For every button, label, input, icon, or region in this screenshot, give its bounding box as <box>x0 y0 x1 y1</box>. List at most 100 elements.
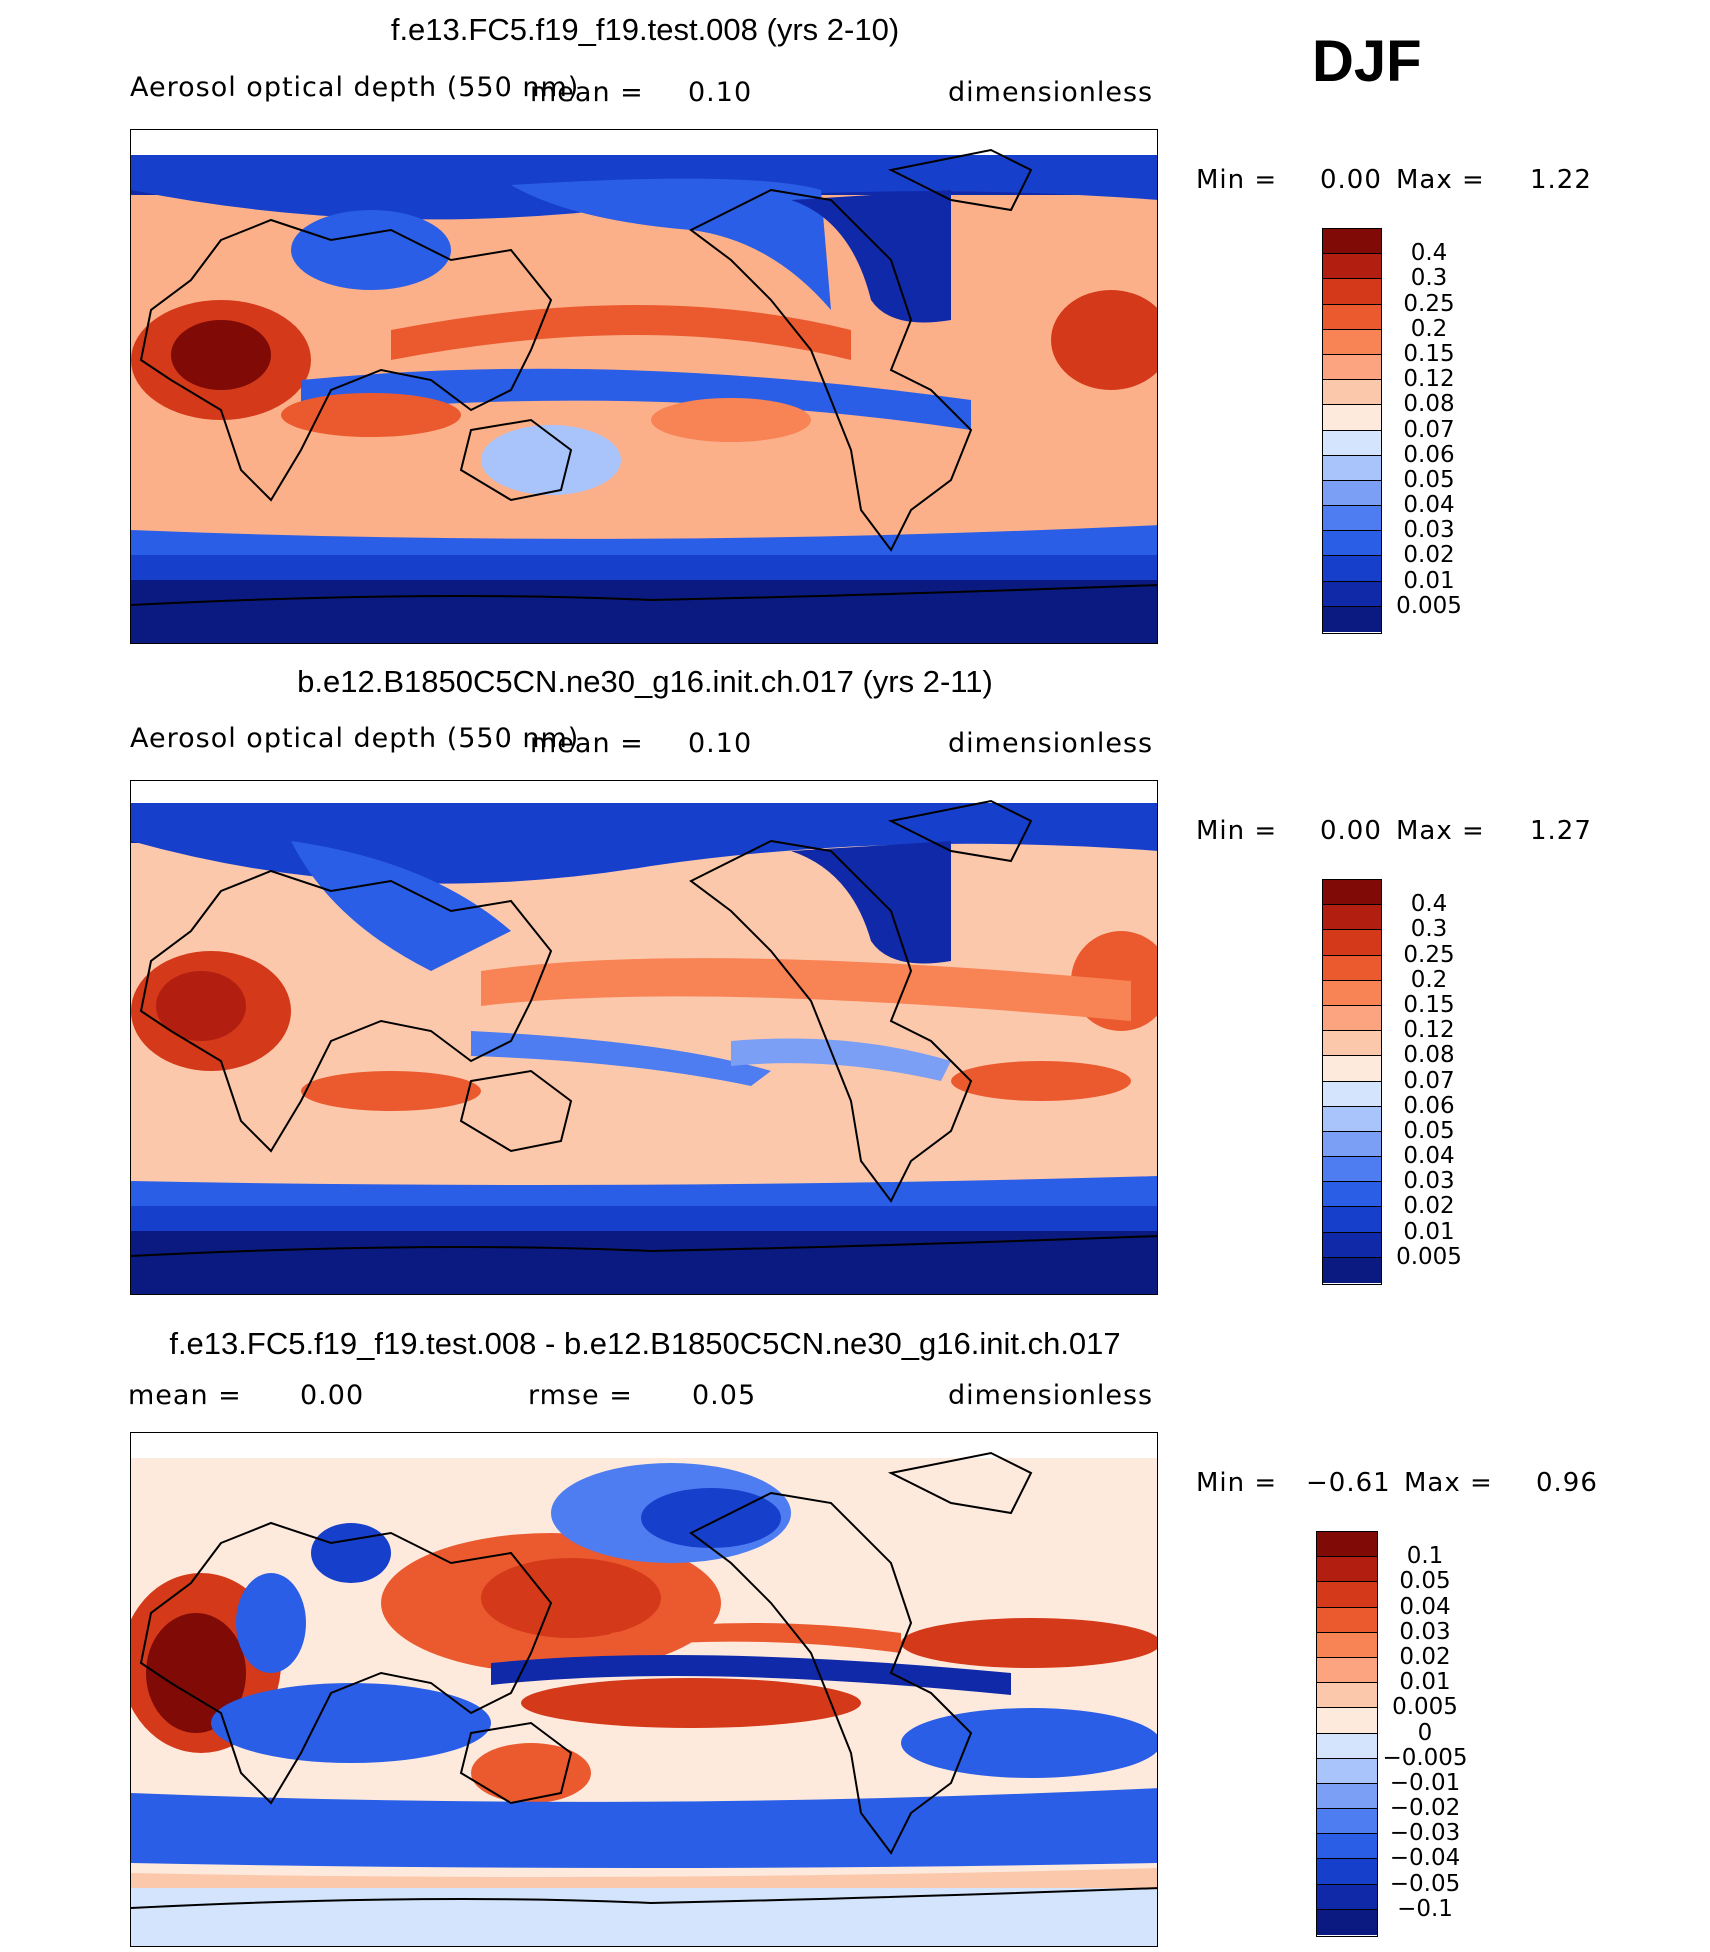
panel2-mean-value: 0.10 <box>688 728 753 759</box>
panel3-mean-label: mean = <box>128 1380 242 1411</box>
colorbar-level-label: 0.3 <box>1410 916 1448 943</box>
colorbar-level-label: 0.2 <box>1410 966 1448 993</box>
colorbar-swatch <box>1317 1582 1377 1608</box>
colorbar-swatch <box>1323 1031 1381 1057</box>
colorbar-level-label: 0.03 <box>1403 1168 1455 1195</box>
colorbar-level-label: 0.03 <box>1403 517 1455 544</box>
colorbar-level-label: 0.05 <box>1399 1568 1451 1595</box>
panel2-map-svg <box>131 781 1157 1294</box>
colorbar-swatch <box>1323 1005 1381 1032</box>
colorbar-swatch <box>1323 880 1381 906</box>
colorbar-swatch <box>1323 506 1381 532</box>
panel3-colorbar <box>1316 1531 1378 1937</box>
season-label: DJF <box>1312 29 1422 94</box>
panel1-map <box>130 129 1158 644</box>
colorbar-swatch <box>1317 1557 1377 1583</box>
colorbar-swatch <box>1323 955 1381 981</box>
colorbar-swatch <box>1323 1081 1381 1107</box>
colorbar-level-label: −0.1 <box>1397 1895 1453 1922</box>
colorbar-swatch <box>1323 1157 1381 1183</box>
colorbar-swatch <box>1317 1859 1377 1885</box>
colorbar-swatch <box>1317 1783 1377 1810</box>
panel2-units: dimensionless <box>948 728 1154 759</box>
panel2-variable: Aerosol optical depth (550 nm) <box>130 723 580 754</box>
colorbar-level-label: −0.05 <box>1389 1870 1461 1897</box>
colorbar-level-label: 0.15 <box>1403 340 1455 367</box>
panel1-min-value: 0.00 <box>1320 165 1382 195</box>
colorbar-swatch <box>1323 229 1381 255</box>
colorbar-swatch <box>1317 1733 1377 1759</box>
colorbar-swatch <box>1323 581 1381 607</box>
colorbar-swatch <box>1323 354 1381 381</box>
colorbar-swatch <box>1323 980 1381 1006</box>
colorbar-level-label: 0 <box>1417 1719 1433 1746</box>
colorbar-level-label: −0.005 <box>1382 1744 1468 1771</box>
panel2-title: b.e12.B1850C5CN.ne30_g16.init.ch.017 (yr… <box>297 664 993 699</box>
panel3-max-label: Max = <box>1404 1468 1493 1498</box>
colorbar-swatch <box>1323 1056 1381 1082</box>
colorbar-swatch <box>1323 606 1381 632</box>
colorbar-swatch <box>1323 905 1381 931</box>
panel3-rmse-label: rmse = <box>528 1380 633 1411</box>
panel3-min-label: Min = <box>1196 1468 1278 1498</box>
colorbar-swatch <box>1317 1834 1377 1860</box>
colorbar-swatch <box>1323 405 1381 431</box>
colorbar-level-label: −0.01 <box>1389 1769 1461 1796</box>
colorbar-level-label: 0.12 <box>1403 366 1455 393</box>
panel2-mean-label: mean = <box>530 728 644 759</box>
colorbar-swatch <box>1317 1657 1377 1684</box>
colorbar-swatch <box>1317 1909 1377 1935</box>
colorbar-level-label: 0.08 <box>1403 391 1455 418</box>
colorbar-level-label: 0.01 <box>1403 567 1455 594</box>
panel1-colorbar <box>1322 228 1382 634</box>
colorbar-swatch <box>1323 1207 1381 1233</box>
panel3-min-value: −0.61 <box>1306 1468 1391 1498</box>
colorbar-level-label: 0.4 <box>1410 891 1448 918</box>
colorbar-level-label: 0.005 <box>1396 592 1462 619</box>
colorbar-swatch <box>1323 1182 1381 1208</box>
colorbar-level-label: 0.06 <box>1403 1092 1455 1119</box>
colorbar-level-label: −0.04 <box>1389 1845 1461 1872</box>
panel3-max-value: 0.96 <box>1536 1468 1598 1498</box>
colorbar-swatch <box>1323 480 1381 507</box>
colorbar-swatch <box>1323 1257 1381 1283</box>
colorbar-level-label: 0.12 <box>1403 1017 1455 1044</box>
colorbar-level-label: 0.07 <box>1403 416 1455 443</box>
panel2-colorbar <box>1322 879 1382 1285</box>
colorbar-swatch <box>1317 1632 1377 1658</box>
colorbar-level-label: 0.005 <box>1392 1694 1458 1721</box>
panel1-mean-value: 0.10 <box>688 77 753 108</box>
colorbar-swatch <box>1323 1106 1381 1132</box>
colorbar-swatch <box>1317 1884 1377 1910</box>
panel1-mean-label: mean = <box>530 77 644 108</box>
panel2-min-label: Min = <box>1196 816 1278 846</box>
panel2-map <box>130 780 1158 1295</box>
colorbar-level-label: 0.3 <box>1410 265 1448 292</box>
colorbar-level-label: 0.04 <box>1403 1143 1455 1170</box>
colorbar-swatch <box>1323 455 1381 481</box>
panel3-mean-value: 0.00 <box>300 1380 365 1411</box>
colorbar-level-label: 0.25 <box>1403 941 1455 968</box>
panel3-map <box>130 1432 1158 1947</box>
colorbar-level-label: 0.03 <box>1399 1618 1451 1645</box>
panel2-max-label: Max = <box>1396 816 1485 846</box>
colorbar-swatch <box>1317 1683 1377 1709</box>
panel2-max-value: 1.27 <box>1530 816 1592 846</box>
colorbar-level-label: 0.05 <box>1403 466 1455 493</box>
colorbar-swatch <box>1323 531 1381 557</box>
colorbar-swatch <box>1323 1131 1381 1158</box>
panel3-title: f.e13.FC5.f19_f19.test.008 - b.e12.B1850… <box>169 1326 1121 1361</box>
panel1-title: f.e13.FC5.f19_f19.test.008 (yrs 2-10) <box>390 12 900 47</box>
panel3-rmse-value: 0.05 <box>692 1380 757 1411</box>
panel1-map-svg <box>131 130 1157 643</box>
colorbar-level-label: 0.01 <box>1403 1218 1455 1245</box>
colorbar-swatch <box>1323 304 1381 330</box>
panel1-units: dimensionless <box>948 77 1154 108</box>
colorbar-level-label: 0.02 <box>1403 542 1455 569</box>
colorbar-level-label: 0.05 <box>1403 1117 1455 1144</box>
colorbar-level-label: 0.4 <box>1410 240 1448 267</box>
colorbar-swatch <box>1317 1607 1377 1633</box>
colorbar-level-label: 0.08 <box>1403 1042 1455 1069</box>
colorbar-level-label: 0.02 <box>1399 1643 1451 1670</box>
colorbar-swatch <box>1323 1232 1381 1258</box>
